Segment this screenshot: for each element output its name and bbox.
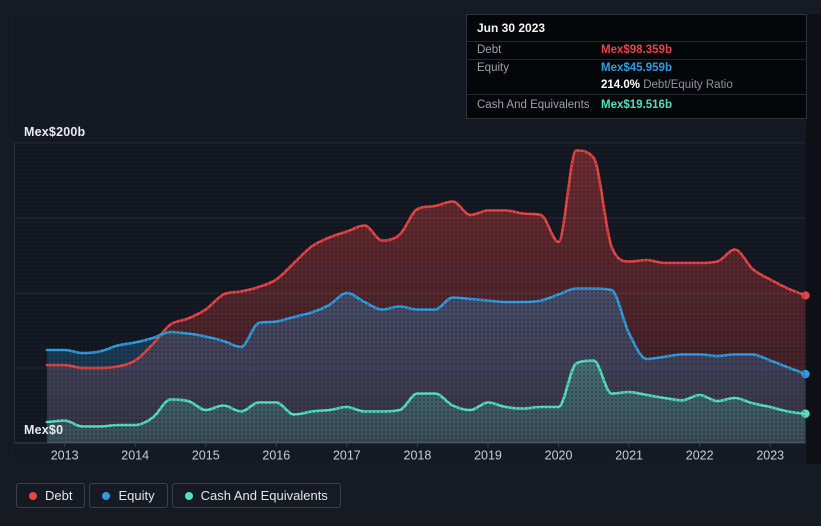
right-edge-strip: [806, 14, 821, 464]
x-tick-label-2023: 2023: [756, 449, 784, 463]
x-tick-label-2017: 2017: [333, 449, 361, 463]
legend-equity-label: Equity: [118, 488, 155, 503]
tooltip-cash-value: Mex$19.516b: [601, 98, 672, 111]
tooltip-equity-row: Equity Mex$45.959b: [467, 59, 806, 77]
tooltip-ratio-value: 214.0%: [601, 79, 641, 91]
tooltip-debt-row: Debt Mex$98.359b: [467, 41, 806, 59]
equity-series-dot-icon: [102, 491, 111, 500]
series-end-dot-equity: [801, 369, 810, 379]
tooltip-equity-value: Mex$45.959b: [601, 62, 672, 74]
legend-cash-label: Cash And Equivalents: [200, 488, 328, 503]
x-tick-label-2014: 2014: [121, 449, 149, 463]
legend-item-cash[interactable]: Cash And Equivalents: [171, 483, 341, 508]
tooltip-ratio-row: 214.0% Debt/Equity Ratio: [467, 77, 806, 94]
x-tick-label-2021: 2021: [615, 449, 643, 463]
tooltip-equity-label: Equity: [477, 62, 509, 74]
x-tick-label-2015: 2015: [192, 449, 220, 463]
debt-series-dot-icon: [29, 491, 37, 500]
series-line-debt: [45, 149, 807, 370]
tooltip-cash-label: Cash And Equivalents: [477, 98, 590, 111]
legend-item-equity[interactable]: Equity: [89, 483, 168, 508]
y-axis-zero-label: Mex$0: [24, 423, 64, 437]
tooltip-ratio-label: Debt/Equity Ratio: [643, 79, 733, 91]
legend-debt-label: Debt: [45, 488, 73, 503]
series-end-dot-cash-and-equivalents: [801, 409, 810, 418]
chart-legend: Debt Equity Cash And Equivalents: [16, 483, 341, 508]
chart-tooltip: Jun 30 2023 Debt Mex$98.359b Equity Mex$…: [466, 14, 807, 119]
tooltip-cash-row: Cash And Equivalents Mex$19.516b: [467, 94, 806, 118]
x-tick-label-2020: 2020: [545, 449, 573, 463]
cash-series-dot-icon: [184, 491, 193, 500]
debt-equity-history-chart[interactable]: 2013 2014 2015 2016 2017 2018 2019 2020 2021 2022…: [0, 0, 821, 470]
y-axis-max-label: Mex$200b: [24, 125, 86, 139]
x-tick-label-2013: 2013: [51, 449, 79, 463]
series-line-cash-and-equivalents: [45, 359, 807, 428]
x-tick-label-2016: 2016: [262, 449, 290, 463]
x-tick-label-2022: 2022: [686, 449, 714, 463]
series-line-equity: [45, 287, 807, 376]
tooltip-debt-value: Mex$98.359b: [601, 44, 672, 56]
x-tick-label-2019: 2019: [474, 449, 502, 463]
x-tick-label-2018: 2018: [404, 449, 432, 463]
legend-item-debt[interactable]: Debt: [16, 483, 86, 508]
tooltip-date: Jun 30 2023: [477, 21, 546, 35]
tooltip-debt-label: Debt: [477, 44, 502, 56]
series-end-dot-debt: [801, 291, 810, 300]
series-area-cash-and-equivalents: [47, 360, 806, 443]
